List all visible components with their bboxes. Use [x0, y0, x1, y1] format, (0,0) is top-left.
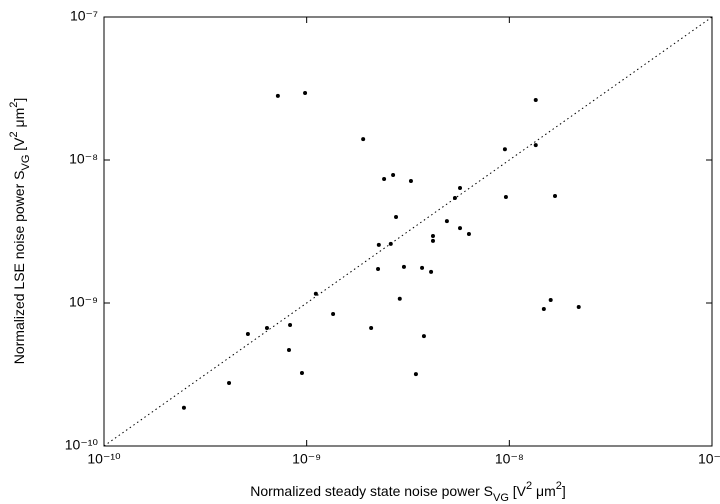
y-tick-label: 10⁻⁹: [69, 294, 98, 310]
label-part: 2: [526, 480, 532, 492]
point: [388, 241, 393, 246]
point: [548, 297, 553, 302]
point: [452, 196, 457, 201]
x-tick-label: 10⁻⁷: [698, 451, 720, 467]
y-tick-label: 10⁻⁸: [69, 151, 98, 167]
point: [576, 305, 581, 310]
point: [444, 219, 449, 224]
point: [466, 231, 471, 236]
point: [376, 242, 381, 247]
label-part: [V: [11, 137, 27, 155]
y-tick-label: 10⁻¹⁰: [65, 437, 99, 453]
plot-frame: [103, 16, 713, 447]
label-part: [V: [509, 483, 527, 499]
point: [331, 311, 336, 316]
point: [264, 326, 269, 331]
point: [502, 147, 507, 152]
label-part: VG: [20, 155, 32, 171]
x-tick-label: 10⁻¹⁰: [87, 451, 121, 467]
point: [245, 332, 250, 337]
point: [227, 380, 232, 385]
point: [288, 322, 293, 327]
y-tick-label: 10⁻⁷: [70, 8, 98, 24]
point: [303, 91, 308, 96]
y-axis-label: Normalized LSE noise power SVG [V2 μm2]: [8, 98, 32, 365]
point: [299, 370, 304, 375]
label-part: μm: [11, 108, 27, 132]
label-part: VG: [493, 492, 509, 504]
point: [181, 405, 186, 410]
point: [533, 97, 538, 102]
point: [503, 195, 508, 200]
point: [541, 306, 546, 311]
point: [397, 296, 402, 301]
point: [552, 194, 557, 199]
point: [369, 326, 374, 331]
x-axis-label: Normalized steady state noise power SVG …: [250, 480, 566, 504]
label-part: μm: [532, 483, 556, 499]
reference-diagonal: [103, 16, 713, 447]
point: [275, 93, 280, 98]
point: [458, 186, 463, 191]
point: [391, 173, 396, 178]
point: [286, 348, 291, 353]
point: [408, 179, 413, 184]
point: [361, 137, 366, 142]
label-part: 2: [8, 131, 20, 137]
point: [430, 238, 435, 243]
label-part: Normalized steady state noise power S: [250, 483, 493, 499]
point: [420, 265, 425, 270]
label-part: ]: [11, 98, 27, 102]
point: [394, 215, 399, 220]
point: [413, 372, 418, 377]
point: [533, 143, 538, 148]
point: [421, 334, 426, 339]
point: [376, 266, 381, 271]
point: [401, 264, 406, 269]
x-tick-label: 10⁻⁸: [495, 451, 524, 467]
label-part: Normalized LSE noise power S: [11, 171, 27, 365]
point: [313, 291, 318, 296]
point: [382, 177, 387, 182]
label-part: ]: [562, 483, 566, 499]
point: [429, 269, 434, 274]
point: [458, 226, 463, 231]
x-tick-label: 10⁻⁹: [292, 451, 321, 467]
point: [430, 234, 435, 239]
label-part: 2: [8, 102, 20, 108]
label-part: 2: [556, 480, 562, 492]
